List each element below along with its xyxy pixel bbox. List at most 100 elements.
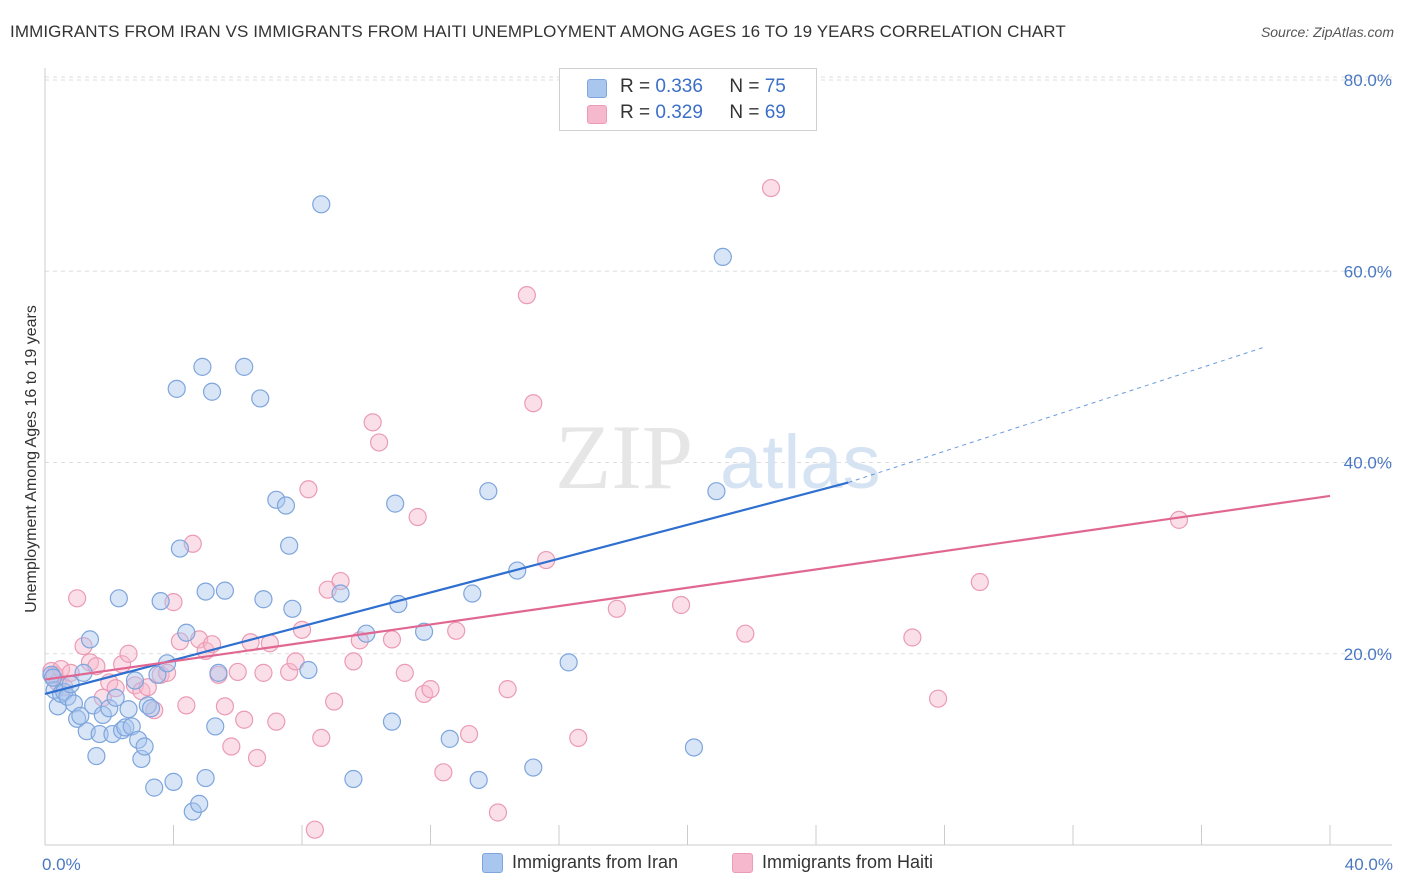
iran-points <box>42 195 732 821</box>
iran-point <box>389 594 408 614</box>
haiti-point <box>247 748 267 768</box>
legend-r-haiti: 0.329 <box>655 102 703 123</box>
legend-r-label: R = <box>620 102 651 123</box>
iran-point <box>145 778 164 797</box>
iran-point <box>206 717 225 736</box>
iran-point <box>386 494 405 513</box>
watermark: ZIP atlas <box>555 406 881 508</box>
haiti-point <box>517 286 536 305</box>
haiti-point <box>421 680 440 699</box>
iran-point <box>414 622 434 641</box>
haiti-point <box>228 662 247 682</box>
iran-point <box>276 496 296 515</box>
legend-n-label: N = <box>729 102 760 123</box>
legend-swatch-haiti <box>587 105 607 124</box>
haiti-point <box>325 692 344 711</box>
source-attribution: Source: ZipAtlas.com <box>1260 24 1394 40</box>
iran-point <box>235 357 254 376</box>
haiti-trend-line <box>44 494 1331 681</box>
iran-point <box>112 721 132 740</box>
iran-point <box>684 738 704 757</box>
y-tick-label: 40.0% <box>1344 454 1392 473</box>
haiti-point <box>447 621 466 640</box>
haiti-point <box>569 728 588 748</box>
haiti-point <box>370 433 389 452</box>
y-tick-label: 80.0% <box>1344 71 1392 90</box>
haiti-point <box>344 652 363 671</box>
haiti-point <box>1169 510 1189 529</box>
iran-point <box>177 623 196 642</box>
iran-point <box>251 389 270 408</box>
bottom-legend-label-haiti: Immigrants from Haiti <box>762 852 934 872</box>
iran-point <box>707 482 726 501</box>
haiti-point <box>363 413 382 432</box>
iran-point <box>267 490 286 509</box>
haiti-point <box>74 636 93 656</box>
chart-title: IMMIGRANTS FROM IRAN VS IMMIGRANTS FROM … <box>10 22 1066 41</box>
iran-point <box>167 379 186 398</box>
iran-point <box>344 769 363 789</box>
legend: R = 0.336 N = 75 R = 0.329 N = 69 <box>559 68 817 131</box>
haiti-points <box>42 178 1189 839</box>
iran-point <box>193 357 212 376</box>
iran-point <box>68 709 87 728</box>
iran-point <box>125 671 145 690</box>
legend-r-label: R = <box>620 76 651 97</box>
iran-point <box>559 653 578 672</box>
haiti-point <box>119 644 138 663</box>
iran-point <box>129 730 148 749</box>
iran-point <box>190 794 209 813</box>
haiti-point <box>331 571 350 591</box>
iran-point <box>215 581 234 600</box>
axes <box>44 68 1392 846</box>
iran-point <box>331 584 350 603</box>
iran-point <box>93 705 112 725</box>
haiti-point <box>106 679 125 698</box>
haiti-point <box>177 696 196 715</box>
haiti-point <box>254 663 273 682</box>
haiti-point <box>671 595 691 615</box>
y-tick-label: 20.0% <box>1344 645 1392 664</box>
iran-point <box>71 706 90 726</box>
iran-point <box>170 539 190 558</box>
haiti-point <box>164 593 183 612</box>
haiti-point <box>305 820 324 839</box>
x-tick-label: 0.0% <box>42 855 81 874</box>
iran-point <box>202 382 222 401</box>
x-tick-label: 40.0% <box>1345 855 1393 874</box>
iran-point <box>135 737 154 756</box>
iran-point <box>280 536 299 555</box>
haiti-point <box>488 803 508 822</box>
iran-point <box>109 589 128 608</box>
iran-point <box>116 718 135 737</box>
watermark-atlas: atlas <box>720 420 881 505</box>
iran-point <box>209 663 228 682</box>
haiti-point <box>903 628 922 647</box>
haiti-point <box>970 572 989 592</box>
iran-point <box>713 247 732 267</box>
iran-point <box>469 770 488 790</box>
legend-swatch-iran <box>587 79 607 98</box>
iran-point <box>312 195 331 214</box>
haiti-point <box>524 394 543 413</box>
iran-point <box>87 746 106 766</box>
iran-trend-line <box>44 481 849 695</box>
iran-point <box>196 582 215 601</box>
haiti-point <box>222 737 241 756</box>
iran-point <box>80 630 100 649</box>
haiti-point <box>312 728 331 748</box>
haiti-point <box>761 178 781 198</box>
haiti-point <box>299 480 318 499</box>
legend-n-iran: 75 <box>764 76 786 97</box>
haiti-point <box>382 630 402 649</box>
iran-point <box>463 584 482 603</box>
iran-point <box>299 660 318 680</box>
haiti-point <box>267 712 286 731</box>
haiti-point <box>498 680 517 699</box>
haiti-point <box>395 663 414 682</box>
iran-point <box>283 599 302 618</box>
iran-point <box>106 688 125 707</box>
haiti-point <box>928 689 948 708</box>
haiti-point <box>736 624 755 643</box>
legend-n-label: N = <box>729 76 760 97</box>
